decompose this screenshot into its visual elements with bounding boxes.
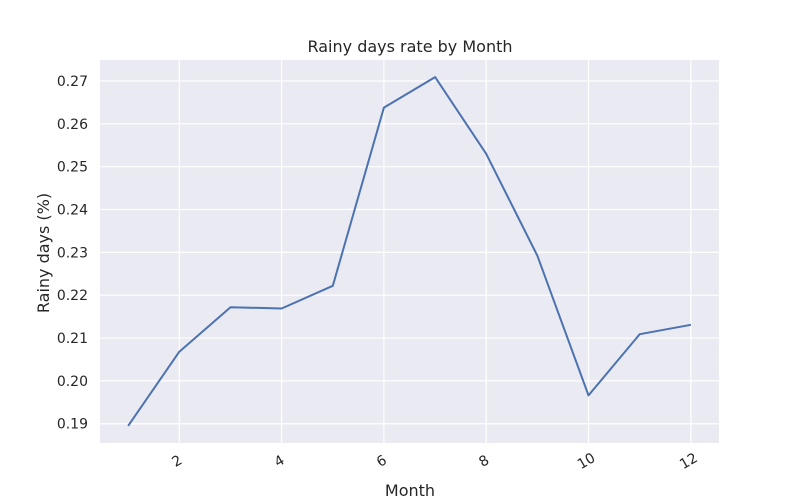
y-tick-label: 0.23	[57, 245, 88, 261]
x-tick-label: 10	[575, 450, 598, 473]
y-tick-label: 0.27	[57, 74, 88, 90]
y-tick-label: 0.19	[57, 417, 88, 433]
series-line	[127, 76, 692, 427]
x-tick-label: 8	[476, 452, 492, 470]
series-group	[127, 76, 692, 427]
x-tick-label: 4	[272, 452, 288, 470]
x-axis-title: Month	[385, 481, 435, 500]
y-tick-label: 0.21	[57, 331, 88, 347]
x-tick-label: 6	[374, 452, 390, 470]
x-tick-label: 12	[677, 450, 700, 473]
chart-title: Rainy days rate by Month	[307, 37, 512, 56]
x-axis-ticks: 2 4 6 8 10 12	[169, 450, 700, 473]
y-tick-label: 0.26	[57, 117, 88, 133]
y-tick-label: 0.24	[57, 203, 88, 219]
y-tick-label: 0.22	[57, 288, 88, 304]
plot-area	[100, 60, 719, 443]
y-axis-title: Rainy days (%)	[34, 193, 53, 313]
y-tick-label: 0.25	[57, 160, 88, 176]
y-axis-ticks: 0.19 0.20 0.21 0.22 0.23 0.24 0.25 0.26 0.27	[57, 74, 88, 433]
grid-lines	[100, 60, 719, 443]
y-tick-label: 0.20	[57, 374, 88, 390]
x-tick-label: 2	[169, 452, 185, 470]
